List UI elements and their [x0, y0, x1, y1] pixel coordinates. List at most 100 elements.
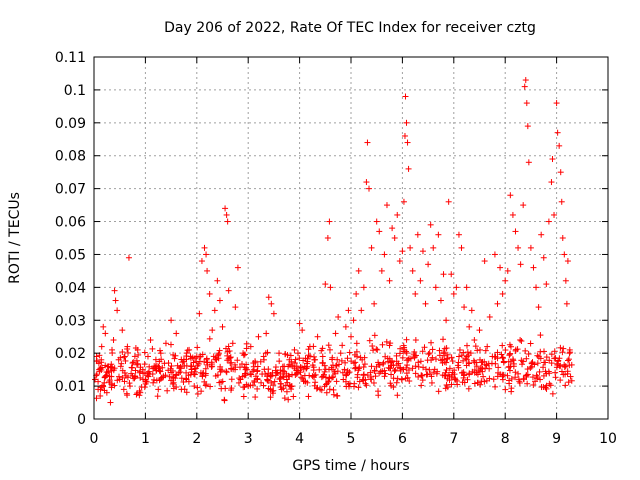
- data-point-band: [474, 347, 481, 354]
- data-point: [348, 333, 354, 340]
- data-point-band: [212, 372, 219, 379]
- data-point-band: [436, 347, 443, 354]
- data-point: [481, 258, 488, 265]
- data-point-band: [562, 371, 569, 378]
- data-point-band: [444, 355, 451, 362]
- data-point: [391, 235, 398, 241]
- data-point-band: [394, 392, 401, 399]
- data-point-band: [472, 343, 479, 350]
- data-point-band: [512, 347, 519, 354]
- data-point-band: [177, 363, 184, 370]
- data-point: [563, 300, 570, 307]
- data-point-band: [137, 374, 144, 381]
- data-point-band: [121, 353, 128, 360]
- data-point-band: [304, 355, 311, 362]
- data-point: [548, 179, 555, 186]
- data-point: [112, 297, 119, 304]
- data-point: [291, 346, 298, 353]
- data-point-band: [537, 376, 544, 383]
- data-point-band: [449, 358, 456, 365]
- data-point-band: [465, 385, 472, 392]
- data-point-band: [548, 360, 555, 367]
- data-point-band: [241, 364, 248, 371]
- data-point: [443, 317, 450, 324]
- data-point-band: [360, 377, 367, 384]
- data-point: [201, 244, 208, 251]
- data-point: [364, 139, 371, 146]
- data-point-band: [518, 338, 525, 345]
- data-point: [240, 350, 247, 357]
- data-point: [554, 129, 561, 136]
- data-point-band: [138, 384, 145, 391]
- data-point-band: [208, 361, 215, 368]
- data-point-band: [396, 365, 403, 372]
- data-point-band: [473, 363, 480, 370]
- data-point: [405, 165, 412, 172]
- data-point-band: [351, 380, 358, 387]
- data-point-band: [213, 356, 220, 363]
- data-point: [101, 379, 108, 386]
- data-point-band: [118, 360, 125, 367]
- data-point-band: [297, 369, 304, 376]
- data-point-band: [144, 370, 151, 377]
- data-point: [425, 261, 432, 268]
- data-point-band: [366, 337, 373, 344]
- data-point-band: [141, 349, 148, 356]
- data-point: [283, 376, 290, 383]
- data-point: [345, 307, 352, 314]
- data-point: [486, 313, 493, 320]
- data-point: [337, 350, 344, 357]
- data-point: [93, 353, 100, 360]
- data-point-band: [265, 385, 272, 392]
- data-point-band: [499, 342, 506, 349]
- data-point-band: [108, 380, 115, 387]
- data-point: [430, 244, 437, 251]
- data-point-band: [499, 376, 506, 383]
- data-point: [558, 198, 565, 205]
- data-point-band: [479, 365, 486, 372]
- data-point-band: [316, 366, 323, 373]
- data-point-band: [183, 389, 190, 396]
- data-point-band: [199, 373, 206, 380]
- data-point: [365, 185, 372, 192]
- data-point: [402, 93, 409, 100]
- data-point-band: [471, 369, 478, 376]
- data-point-band: [228, 365, 235, 372]
- data-point-band: [164, 387, 171, 394]
- data-point: [432, 284, 439, 291]
- data-point-band: [474, 379, 481, 386]
- data-point-band: [241, 372, 248, 379]
- data-point-band: [124, 374, 131, 381]
- data-point: [125, 254, 132, 261]
- x-tick-label: 10: [599, 431, 617, 447]
- data-point: [110, 337, 117, 344]
- data-point-band: [285, 396, 292, 403]
- data-point-band: [415, 363, 422, 370]
- data-point-band: [557, 377, 564, 384]
- data-point-band: [519, 361, 526, 368]
- data-point-band: [480, 373, 487, 380]
- data-point: [281, 363, 288, 370]
- data-point-band: [264, 349, 271, 356]
- data-point-band: [296, 355, 303, 362]
- data-point: [525, 159, 532, 166]
- data-point-band: [202, 365, 209, 372]
- data-point: [306, 343, 313, 350]
- data-point: [100, 323, 107, 330]
- y-tick-label: 0.1: [64, 83, 86, 99]
- data-point-band: [395, 360, 402, 367]
- data-point-band: [326, 386, 333, 393]
- data-point: [394, 211, 401, 218]
- data-point-band: [537, 332, 544, 339]
- data-point-band: [281, 395, 288, 402]
- data-point: [502, 277, 509, 284]
- data-point: [103, 389, 110, 396]
- data-point-band: [344, 355, 351, 362]
- data-point-band: [546, 380, 553, 387]
- data-point: [126, 383, 133, 390]
- data-point: [301, 363, 308, 370]
- data-point-band: [426, 350, 433, 357]
- data-point: [114, 307, 121, 314]
- data-point: [294, 369, 301, 376]
- data-point-band: [442, 385, 449, 392]
